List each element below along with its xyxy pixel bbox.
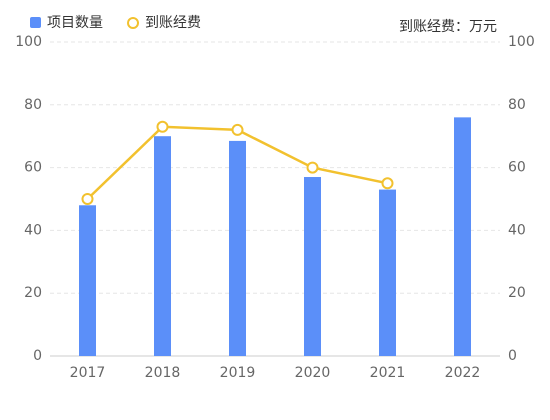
x-tick-label: 2017	[70, 365, 106, 381]
y2-tick-label: 100	[508, 34, 535, 50]
x-tick-label: 2020	[295, 365, 331, 381]
legend-label: 项目数量	[47, 15, 103, 31]
legend-symbol	[30, 17, 41, 28]
legend-label: 到账经费	[145, 15, 201, 31]
line-point	[306, 161, 319, 174]
x-tick-label: 2021	[370, 365, 406, 381]
y-tick-label: 80	[24, 97, 42, 113]
y-tick-label: 40	[24, 222, 42, 238]
y-tick-label: 100	[15, 34, 42, 50]
line-point	[81, 193, 94, 205]
bar	[229, 140, 246, 356]
y2-tick-label: 20	[508, 285, 526, 301]
x-tick-label: 2018	[145, 365, 181, 381]
legend-symbol	[127, 17, 139, 29]
bar	[454, 117, 471, 356]
bar	[379, 189, 396, 356]
bar	[79, 205, 96, 356]
y2-axis-title: 到账经费：万元	[399, 19, 497, 35]
line-point	[231, 123, 244, 136]
x-tick-label: 2022	[445, 365, 481, 381]
y2-tick-label: 0	[508, 348, 517, 364]
x-tick-label: 2019	[220, 365, 256, 381]
y2-tick-label: 60	[508, 160, 526, 176]
y-tick-label: 60	[24, 160, 42, 176]
y-tick-label: 0	[33, 348, 42, 364]
y-tick-label: 20	[24, 285, 42, 301]
line-point	[381, 177, 394, 190]
y2-tick-label: 80	[508, 97, 526, 113]
bar	[154, 136, 171, 356]
line-point	[156, 120, 169, 133]
bar	[304, 177, 321, 356]
y2-tick-label: 40	[508, 222, 526, 238]
